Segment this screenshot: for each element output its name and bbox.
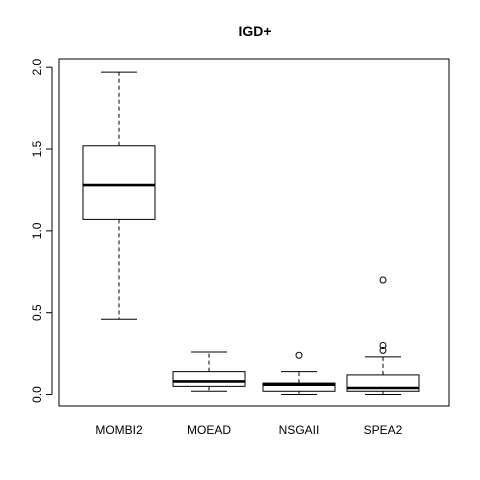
box-moead — [172, 351, 246, 392]
y-tick-label: 0.0 — [30, 386, 44, 403]
outlier-point — [295, 351, 303, 359]
box-mombi2 — [82, 71, 156, 320]
x-tick-label-nsgaii: NSGAII — [279, 423, 320, 437]
chart-title: IGD+ — [238, 23, 271, 39]
y-tick-label: 1.5 — [30, 140, 44, 157]
box-spea2 — [346, 276, 420, 396]
outlier-point — [379, 276, 387, 284]
iqr-box — [262, 382, 336, 392]
x-axis-labels: MOMBI2 MOEAD NSGAII SPEA2 — [95, 423, 402, 437]
y-tick-label: 0.5 — [30, 304, 44, 321]
x-tick-label-moead: MOEAD — [187, 423, 231, 437]
box-nsgaii — [262, 351, 336, 396]
boxes-layer — [82, 71, 420, 396]
iqr-box — [172, 371, 246, 387]
iqr-box — [82, 145, 156, 220]
plot-frame — [58, 58, 450, 407]
y-axis: 0.0 0.5 1.0 1.5 2.0 — [30, 59, 53, 403]
outlier-point — [379, 346, 387, 354]
x-tick-label-mombi2: MOMBI2 — [95, 423, 143, 437]
outlier-point — [379, 341, 387, 349]
x-tick-label-spea2: SPEA2 — [364, 423, 403, 437]
y-tick-label: 1.0 — [30, 222, 44, 239]
y-tick-label: 2.0 — [30, 59, 44, 76]
